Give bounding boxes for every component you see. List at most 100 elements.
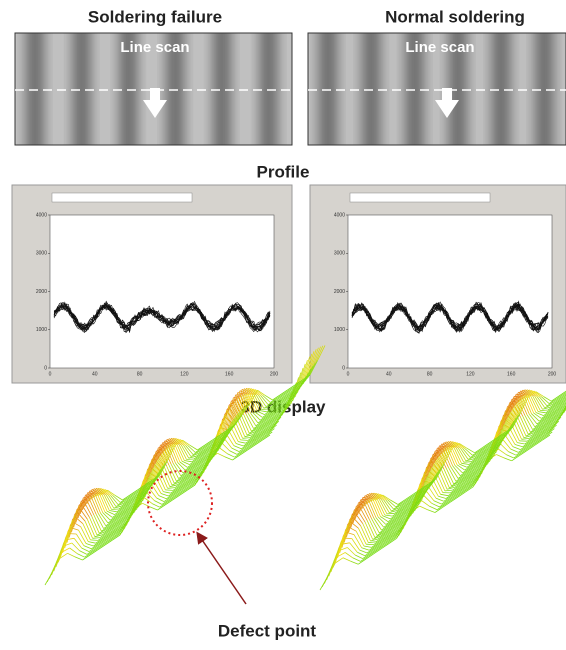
surface-line [240,440,248,441]
surface-line [161,494,169,497]
surface-line [76,534,84,546]
surface-line [90,540,98,541]
y-tick-label: 2000 [334,289,345,295]
surface-line [467,448,475,453]
surface-line [508,452,516,456]
figure: Soldering failure Normal soldering Line … [0,0,566,645]
surface-line [150,507,158,510]
x-tick-label: 40 [386,371,392,377]
surface-line [168,488,176,489]
image-title: Soldering failure [88,7,222,26]
surface-line [75,557,83,560]
surface-line [81,527,89,542]
surface-line [152,504,160,508]
surface-line [368,542,376,543]
surface-line [345,553,353,558]
surface-line [331,548,339,572]
x-tick-label: 200 [548,371,557,377]
surface-line [511,449,519,452]
surface-line [355,555,363,559]
x-tick-label: 40 [92,371,98,377]
surface-line [178,463,186,471]
surface-line [227,454,235,458]
surface-line [378,517,386,525]
surface-line [434,501,442,504]
surface-line [163,492,171,494]
surface-line [333,542,341,567]
annotation: Defect point [218,621,317,640]
header-field [52,193,192,202]
surface-line [190,445,198,450]
surface-line [58,538,65,563]
surface-line [79,530,87,543]
surface-line [355,513,363,524]
surface-line [513,447,521,450]
surface-line [441,494,449,495]
y-tick-label: 1000 [36,327,47,333]
surface-line [354,535,362,548]
surface-line [154,480,162,493]
annotation-arrow [198,534,246,604]
plot-area [50,215,274,368]
y-tick-label: 0 [342,365,345,371]
surface-line [445,490,453,491]
surface-line [431,483,439,496]
y-tick-label: 1000 [334,327,345,333]
surface-line [439,502,447,507]
surface-line [353,558,361,562]
surface-line [358,559,366,564]
surface-line [364,546,372,547]
x-tick-label: 120 [466,371,475,377]
surface-line [84,546,92,549]
surface-line [532,414,540,422]
x-tick-label: 0 [49,371,52,377]
surface-line [506,455,514,458]
surface-line [390,500,398,505]
surface-line [184,461,192,462]
surface-line [234,446,242,449]
surface-line [159,496,167,499]
surface-line [455,465,463,473]
y-tick-label: 2000 [36,289,47,295]
surface-line [56,544,64,567]
surface-line [356,531,364,546]
surface-line [437,505,445,510]
surface-line [86,544,94,547]
surface-line [357,552,365,556]
surface-line [464,462,472,463]
surface-line [93,538,101,539]
surface-line [499,449,507,454]
y-tick-label: 4000 [36,212,47,218]
surface-line [360,550,368,553]
surface-line [79,551,87,555]
surface-line [220,448,228,454]
scan-label: Line scan [405,39,474,56]
x-tick-label: 200 [270,371,279,377]
surface-line [496,455,504,458]
x-tick-label: 80 [137,371,143,377]
surface-line [368,493,376,502]
surface-line [68,553,76,557]
surface-line [363,553,371,558]
surface-line [103,513,111,521]
surface-line [422,501,430,507]
surface-line [462,463,470,464]
surface-line [517,443,525,444]
x-tick-label: 160 [225,371,234,377]
surface-line [436,498,444,501]
surface-line [540,410,548,411]
section-title: Profile [257,162,310,181]
surface-line [387,513,395,514]
surface-line [515,445,523,447]
surface-line [232,448,240,452]
surface-line [88,542,96,544]
surface-line [218,453,226,457]
surface-line [505,435,513,447]
x-tick-label: 120 [180,371,189,377]
surface-line [352,539,360,551]
surface-line [420,506,428,510]
y-tick-label: 4000 [334,212,345,218]
surface-line [427,510,435,513]
surface-line [229,451,237,455]
surface-line [115,495,123,500]
